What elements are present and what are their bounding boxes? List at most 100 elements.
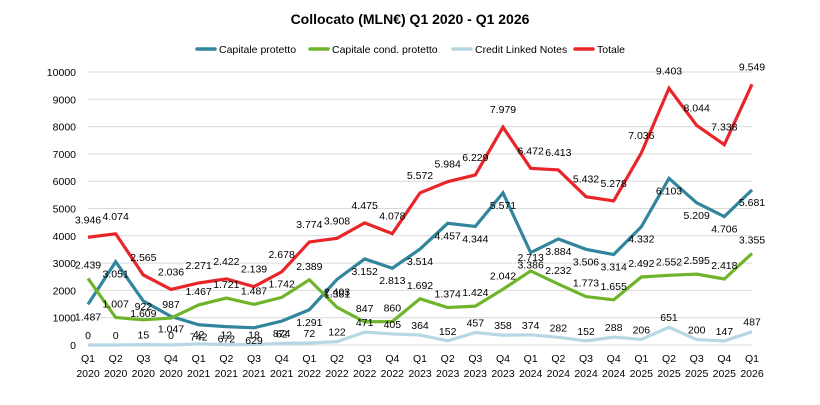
- x-tick-label-year: 2020: [132, 368, 156, 380]
- data-label: 405: [384, 319, 402, 331]
- x-tick-label-quarter: Q4: [385, 353, 399, 365]
- data-label: 0: [168, 330, 174, 342]
- data-label: 3.946: [75, 214, 101, 226]
- data-label: 1.467: [186, 286, 212, 298]
- data-label: 2.552: [656, 256, 682, 268]
- data-label: 282: [550, 322, 568, 334]
- data-label: 152: [439, 326, 457, 338]
- data-label: 364: [411, 320, 429, 332]
- series-lines: [88, 84, 752, 345]
- x-tick-label-quarter: Q2: [551, 353, 565, 365]
- x-tick-label-quarter: Q1: [634, 353, 648, 365]
- x-tick-label-year: 2021: [215, 368, 239, 380]
- data-label: 0: [85, 330, 91, 342]
- data-label: 2.595: [684, 255, 710, 267]
- y-tick-label: 2000: [53, 285, 77, 297]
- x-tick-label-year: 2023: [464, 368, 488, 380]
- data-label: 1.374: [435, 288, 461, 300]
- data-label: 2.232: [545, 265, 571, 277]
- data-label: 42: [193, 329, 205, 341]
- x-tick-label-year: 2024: [519, 368, 543, 380]
- data-label: 1.487: [241, 285, 267, 297]
- x-tick-label-year: 2022: [325, 368, 349, 380]
- x-tick-label-quarter: Q1: [302, 353, 316, 365]
- chart-title: Collocato (MLN€) Q1 2020 - Q1 2026: [291, 11, 530, 27]
- data-label: 2.565: [130, 252, 156, 264]
- x-tick-label-quarter: Q1: [81, 353, 95, 365]
- y-axis: 0100020003000400050006000700080009000100…: [47, 67, 76, 352]
- data-label: 4.706: [711, 224, 737, 236]
- y-tick-label: 3000: [53, 258, 77, 270]
- data-label: 5.209: [684, 210, 710, 222]
- data-label: 358: [494, 320, 512, 332]
- data-label: 5.432: [573, 174, 599, 186]
- x-tick-label-quarter: Q2: [219, 353, 233, 365]
- x-tick-label-quarter: Q3: [247, 353, 261, 365]
- data-label: 2.389: [296, 261, 322, 273]
- x-tick-label-year: 2024: [574, 368, 598, 380]
- data-label: 1.742: [269, 278, 295, 290]
- data-label: 2.678: [269, 249, 295, 261]
- data-label: 5.984: [435, 159, 461, 171]
- x-tick-label-year: 2020: [159, 368, 183, 380]
- y-tick-label: 5000: [53, 204, 77, 216]
- data-label: 147: [716, 326, 734, 338]
- x-tick-label-quarter: Q3: [579, 353, 593, 365]
- data-label: 2.439: [75, 259, 101, 271]
- y-tick-label: 9000: [53, 94, 77, 106]
- data-label: 7.036: [628, 130, 654, 142]
- x-axis: Q12020Q22020Q32020Q42020Q12021Q22021Q320…: [76, 353, 764, 380]
- data-label: 3.774: [296, 219, 322, 231]
- x-tick-label-quarter: Q2: [662, 353, 676, 365]
- data-label: 651: [660, 312, 678, 324]
- x-tick-label-quarter: Q3: [690, 353, 704, 365]
- data-label: 1.721: [213, 279, 239, 291]
- x-tick-label-year: 2024: [602, 368, 626, 380]
- data-label: 18: [248, 330, 260, 342]
- data-label: 1.007: [103, 299, 129, 311]
- data-label: 2.813: [379, 275, 405, 287]
- y-tick-label: 10000: [47, 67, 76, 79]
- data-label: 9.549: [739, 61, 765, 73]
- data-label: 3.506: [573, 256, 599, 268]
- x-tick-label-year: 2021: [187, 368, 211, 380]
- y-tick-label: 1000: [53, 313, 77, 325]
- x-tick-label-quarter: Q4: [164, 353, 178, 365]
- legend-entry: Capitale protetto: [219, 44, 296, 56]
- x-tick-label-year: 2023: [491, 368, 515, 380]
- x-tick-label-year: 2024: [547, 368, 571, 380]
- series-line: [88, 178, 752, 327]
- y-tick-label: 6000: [53, 176, 77, 188]
- data-label: 122: [328, 327, 346, 339]
- data-label: 374: [522, 320, 540, 332]
- data-label: 1.655: [601, 281, 627, 293]
- x-tick-label-quarter: Q1: [745, 353, 759, 365]
- x-tick-label-quarter: Q1: [413, 353, 427, 365]
- data-label: 2.492: [628, 258, 654, 270]
- data-label: 847: [356, 303, 374, 315]
- data-label: 5.571: [490, 200, 516, 212]
- data-label: 62: [276, 328, 288, 340]
- data-label: 4.332: [628, 234, 654, 246]
- x-tick-label-year: 2021: [270, 368, 294, 380]
- data-label: 487: [743, 317, 761, 329]
- data-label: 5.278: [601, 178, 627, 190]
- data-label: 4.074: [103, 211, 129, 223]
- x-tick-label-quarter: Q4: [275, 353, 289, 365]
- data-label: 3.514: [407, 256, 433, 268]
- data-label: 1.487: [75, 311, 101, 323]
- x-tick-label-quarter: Q3: [136, 353, 150, 365]
- data-label: 15: [137, 330, 149, 342]
- data-label: 12: [220, 330, 232, 342]
- data-label: 2.042: [490, 270, 516, 282]
- data-label: 5.681: [739, 197, 765, 209]
- x-tick-label-quarter: Q1: [192, 353, 206, 365]
- data-label: 3.908: [324, 215, 350, 227]
- data-label: 987: [162, 299, 180, 311]
- x-tick-label-quarter: Q2: [330, 353, 344, 365]
- x-tick-label-quarter: Q4: [607, 353, 621, 365]
- x-tick-label-quarter: Q3: [358, 353, 372, 365]
- data-label: 152: [577, 326, 595, 338]
- y-tick-label: 4000: [53, 231, 77, 243]
